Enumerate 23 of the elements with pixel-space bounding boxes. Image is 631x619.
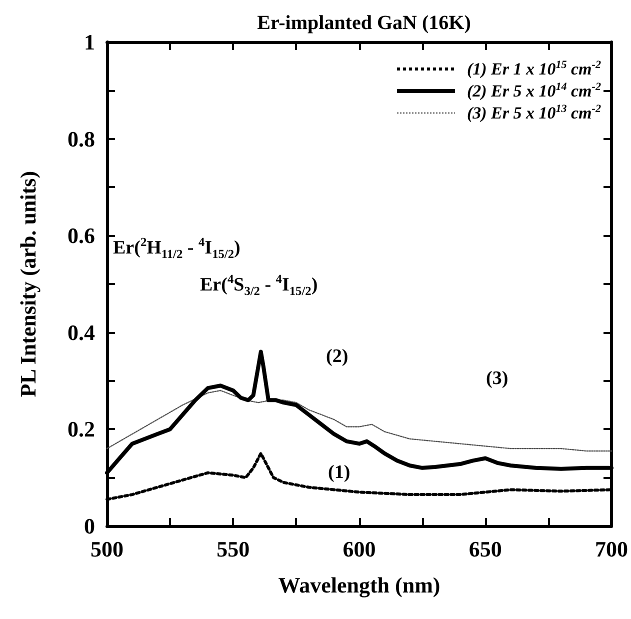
x-tick-label: 650	[468, 536, 502, 562]
chart-title: Er-implanted GaN (16K)	[257, 12, 471, 34]
y-tick-label: 0	[84, 514, 95, 538]
text: Er($^{2}$H$_{11/2}$ - $^{4}$I$_{15/2}$)	[113, 235, 240, 262]
annotation: (1)	[328, 462, 350, 484]
legend-label: (3) Er 5 x 10$^{13}$ cm$^{-2}$	[466, 102, 601, 124]
legend-label: (2) Er 5 x 10$^{14}$ cm$^{-2}$	[466, 80, 601, 102]
annotation: (3)	[486, 368, 508, 390]
y-axis-title: PL Intensity (arb. units)	[16, 170, 40, 398]
x-tick-label: 600	[342, 536, 376, 562]
line-series	[106, 390, 612, 452]
y-tick-label: 0.8	[68, 126, 95, 152]
y-tick-label: 1	[84, 30, 95, 54]
x-tick-label: 550	[216, 536, 250, 562]
y-tick-label: 0.6	[68, 223, 95, 248]
y-tick-label: 0.4	[68, 320, 95, 345]
legend-label: (1) Er 1 x 10$^{15}$ cm$^{-2}$	[466, 58, 601, 80]
text: Er($^{4}$S$_{3/2}$ - $^{4}$I$_{15/2}$)	[200, 272, 318, 298]
annotation: (2)	[326, 346, 348, 368]
y-tick-label: 0.2	[68, 416, 95, 442]
x-axis-title: Wavelength (nm)	[278, 572, 440, 598]
x-tick-label: 500	[90, 536, 124, 562]
x-tick-label: 700	[595, 536, 628, 562]
